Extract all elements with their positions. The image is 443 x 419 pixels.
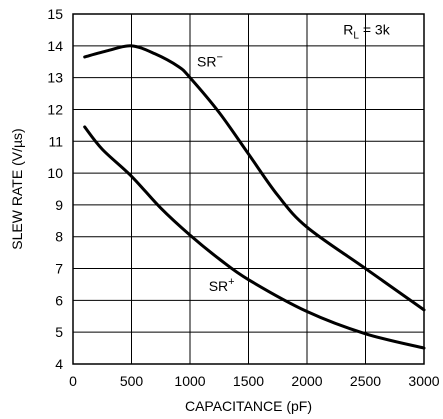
y-tick-labels: 4 5 6 7 8 9 10 11 12 13 14 15 — [47, 6, 63, 372]
series-line-sr-plus — [83, 125, 426, 350]
series-line-sr-minus — [83, 44, 426, 312]
y-tick-label: 8 — [55, 229, 63, 245]
y-tick-label: 15 — [47, 6, 63, 22]
y-tick-label: 4 — [55, 356, 63, 372]
annotation-subscript: L — [353, 31, 359, 42]
annotation-main: R — [343, 22, 353, 38]
y-tick-label: 9 — [55, 197, 63, 213]
x-tick-label: 2000 — [291, 373, 322, 389]
series-label-sr-minus-main: SR — [197, 54, 216, 70]
grid-lines — [72, 13, 425, 365]
x-tick-label: 0 — [69, 373, 77, 389]
series-label-sr-plus: SR+ — [209, 276, 235, 294]
x-tick-label: 500 — [120, 373, 144, 389]
y-tick-label: 14 — [47, 38, 63, 54]
series-lines — [83, 44, 426, 350]
load-resistance-annotation: RL = 3k — [343, 22, 390, 42]
annotation-rest: = 3k — [359, 22, 391, 38]
x-tick-labels: 0 500 1000 1500 2000 2500 3000 — [69, 373, 440, 389]
y-tick-label: 12 — [47, 101, 63, 117]
series-label-sr-minus-sup: − — [216, 52, 222, 64]
series-label-sr-plus-main: SR — [209, 278, 228, 294]
x-tick-label: 2500 — [350, 373, 381, 389]
series-label-sr-plus-sup: + — [228, 276, 234, 288]
y-tick-label: 10 — [47, 165, 63, 181]
y-tick-label: 7 — [55, 261, 63, 277]
y-axis-title: SLEW RATE (V/µs) — [9, 128, 25, 249]
x-tick-label: 1500 — [233, 373, 264, 389]
x-axis-title: CAPACITANCE (pF) — [185, 398, 312, 414]
plot-frame — [72, 13, 425, 365]
x-tick-label: 1000 — [174, 373, 205, 389]
y-tick-label: 5 — [55, 324, 63, 340]
series-label-sr-minus: SR− — [197, 52, 223, 70]
y-tick-label: 13 — [47, 70, 63, 86]
y-tick-label: 11 — [48, 133, 63, 149]
x-tick-label: 3000 — [408, 373, 439, 389]
y-tick-label: 6 — [55, 292, 63, 308]
